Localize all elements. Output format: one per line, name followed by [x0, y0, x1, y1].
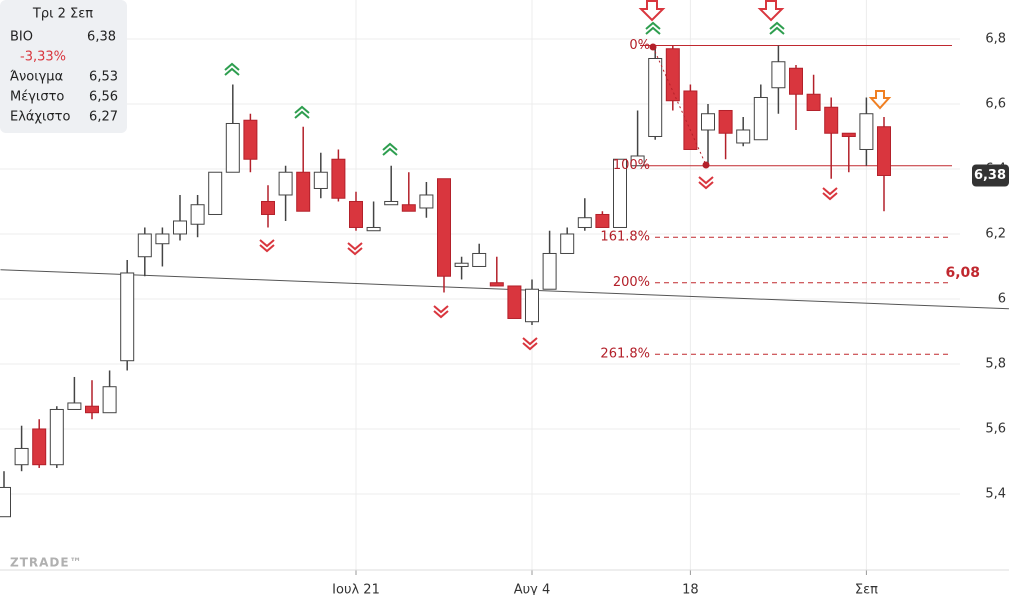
candle-body: [489, 282, 504, 287]
fib-label: 261.8%: [600, 347, 650, 362]
candle-body: [173, 220, 187, 235]
fib-label: 0%: [629, 38, 650, 53]
candle-body: [49, 408, 64, 466]
trendline: [0, 269, 1009, 310]
candle-body: [190, 204, 205, 225]
fib-anchor: [649, 43, 657, 51]
candle-body: [859, 113, 874, 150]
info-value: 6,56: [89, 90, 118, 105]
y-tick-label: 6,2: [985, 226, 1006, 241]
candle-body: [542, 252, 557, 290]
candle-body: [261, 200, 275, 215]
candle-body: [208, 171, 223, 215]
candle-body: [278, 171, 293, 196]
y-tick-label: 5,4: [985, 486, 1006, 501]
candle-body: [313, 171, 328, 189]
candle-body: [243, 119, 258, 160]
candle-body: [437, 178, 451, 277]
candle-body: [331, 158, 346, 199]
candle-body: [419, 194, 434, 209]
info-box: Τρι 2 Σεπ BIO 6,38 -3,33% Άνοιγμα 6,53 Μ…: [0, 0, 127, 133]
candle-body: [841, 132, 856, 137]
x-tick-label: Ιουλ 21: [332, 583, 380, 595]
info-change: -3,33%: [20, 50, 66, 65]
candle-body: [32, 428, 47, 466]
candle-body: [806, 93, 821, 111]
x-tick-label: Αυγ 4: [514, 583, 551, 595]
info-date: Τρι 2 Σεπ: [32, 7, 93, 22]
grid: [0, 0, 960, 570]
candle-body: [525, 288, 539, 323]
y-tick-label: 5,8: [985, 356, 1006, 371]
level-label: 6,08: [945, 265, 980, 281]
fib-label: 161.8%: [600, 230, 650, 245]
info-background: [0, 0, 127, 133]
info-value: 6,27: [89, 110, 118, 125]
candle-body: [14, 447, 29, 466]
candle-body: [155, 233, 170, 245]
candle-body: [648, 57, 663, 137]
candle-body: [349, 200, 363, 228]
candle-body: [789, 67, 803, 95]
info-label: Μέγιστο: [10, 90, 64, 105]
fib-anchor: [702, 161, 710, 169]
fib-label: 200%: [613, 275, 650, 290]
candle-body: [102, 386, 117, 414]
y-tick-label: 6,6: [985, 96, 1006, 111]
watermark: ZTRADE™: [10, 556, 83, 570]
candle-body: [665, 48, 680, 102]
fib-anchor-line: [652, 46, 707, 166]
y-tick-label: 6: [998, 291, 1006, 306]
candle-body: [67, 402, 82, 410]
info-value: 6,53: [89, 70, 118, 85]
candle-body: [560, 233, 575, 254]
info-price: 6,38: [87, 30, 116, 45]
candle-body: [824, 106, 839, 134]
candle-body: [225, 122, 240, 173]
x-tick-label: 18: [682, 583, 699, 595]
candle-body: [120, 272, 135, 362]
candle-body: [577, 217, 592, 228]
candle-body: [454, 262, 469, 267]
candle-body: [701, 113, 715, 131]
signals: [224, 0, 892, 351]
candle-body: [877, 126, 891, 176]
candle-body: [736, 129, 751, 144]
candle-body: [630, 155, 645, 167]
price-tag: [972, 164, 1009, 187]
candle-body: [384, 200, 399, 206]
plot: [0, 44, 1009, 518]
candle-body: [137, 233, 152, 258]
sell-signals: [259, 0, 838, 351]
buy-signals: [224, 21, 785, 156]
info-label: Ελάχιστο: [10, 110, 70, 125]
candle-body: [771, 61, 786, 89]
candle-body: [753, 96, 768, 141]
fib-label: 100%: [613, 158, 650, 173]
info-label: Άνοιγμα: [10, 70, 63, 85]
candle-body: [683, 90, 698, 150]
candle-body: [507, 285, 522, 319]
candle-body: [718, 109, 733, 134]
candle-body: [401, 204, 416, 212]
candle-body: [613, 158, 627, 228]
x-tick-label: Σεπ: [855, 583, 878, 595]
candle-body: [0, 486, 11, 518]
candle-body: [472, 252, 487, 267]
candle-body: [296, 171, 311, 212]
info-symbol: BIO: [10, 30, 33, 45]
y-tick-label: 6,8: [985, 31, 1006, 46]
y-tick-label: 5,6: [985, 421, 1006, 436]
price-tag-label: 6,38: [974, 168, 1006, 183]
alert-arrow: [868, 90, 892, 110]
candle-body: [366, 226, 381, 232]
candle-body: [595, 213, 610, 228]
candle-body: [85, 405, 99, 414]
